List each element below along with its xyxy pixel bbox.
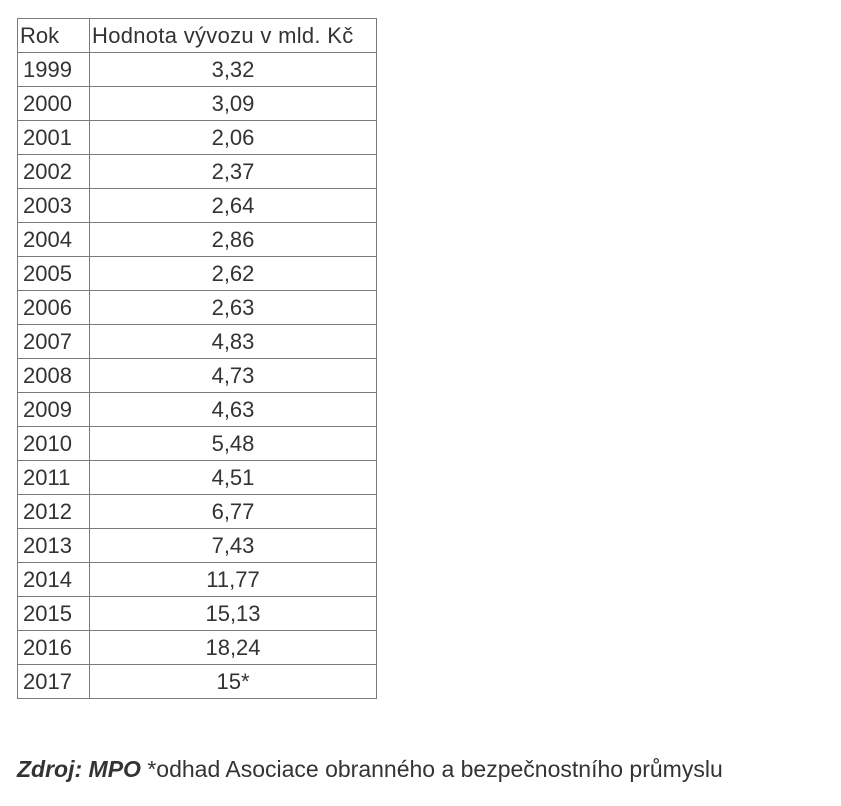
value-cell: 3,09 bbox=[89, 86, 377, 121]
value-cell: 2,86 bbox=[89, 222, 377, 257]
value-cell: 3,32 bbox=[89, 52, 377, 87]
value-cell: 15* bbox=[89, 664, 377, 699]
year-cell: 2014 bbox=[17, 562, 90, 597]
value-cell: 11,77 bbox=[89, 562, 377, 597]
value-cell: 4,73 bbox=[89, 358, 377, 393]
table-row: 2005 2,62 bbox=[17, 256, 377, 291]
year-cell: 2001 bbox=[17, 120, 90, 155]
table-row: 2004 2,86 bbox=[17, 222, 377, 257]
table-row: 2016 18,24 bbox=[17, 630, 377, 665]
table-row: 2001 2,06 bbox=[17, 120, 377, 155]
source-line: Zdroj: MPO *odhad Asociace obranného a b… bbox=[17, 756, 723, 783]
value-cell: 6,77 bbox=[89, 494, 377, 529]
header-row: Rok Hodnota vývozu v mld. Kč bbox=[17, 18, 377, 53]
table-row: 2012 6,77 bbox=[17, 494, 377, 529]
table-row: 2017 15* bbox=[17, 664, 377, 699]
value-cell: 5,48 bbox=[89, 426, 377, 461]
value-cell: 2,63 bbox=[89, 290, 377, 325]
year-cell: 1999 bbox=[17, 52, 90, 87]
year-cell: 2007 bbox=[17, 324, 90, 359]
source-label: Zdroj: MPO bbox=[17, 756, 141, 782]
source-note: *odhad Asociace obranného a bezpečnostní… bbox=[147, 756, 723, 782]
value-cell: 7,43 bbox=[89, 528, 377, 563]
year-cell: 2012 bbox=[17, 494, 90, 529]
value-cell: 18,24 bbox=[89, 630, 377, 665]
table-row: 2010 5,48 bbox=[17, 426, 377, 461]
table-row: 2003 2,64 bbox=[17, 188, 377, 223]
table-row: 2009 4,63 bbox=[17, 392, 377, 427]
value-cell: 4,83 bbox=[89, 324, 377, 359]
year-cell: 2009 bbox=[17, 392, 90, 427]
year-cell: 2004 bbox=[17, 222, 90, 257]
table-header: Rok Hodnota vývozu v mld. Kč bbox=[17, 18, 377, 53]
year-cell: 2011 bbox=[17, 460, 90, 495]
year-cell: 2000 bbox=[17, 86, 90, 121]
year-cell: 2013 bbox=[17, 528, 90, 563]
year-cell: 2015 bbox=[17, 596, 90, 631]
year-cell: 2005 bbox=[17, 256, 90, 291]
table-row: 1999 3,32 bbox=[17, 52, 377, 87]
header-cell: Hodnota vývozu v mld. Kč bbox=[89, 18, 377, 53]
table-row: 2008 4,73 bbox=[17, 358, 377, 393]
table-row: 2002 2,37 bbox=[17, 154, 377, 189]
year-cell: 2002 bbox=[17, 154, 90, 189]
year-cell: 2003 bbox=[17, 188, 90, 223]
value-cell: 15,13 bbox=[89, 596, 377, 631]
value-cell: 2,64 bbox=[89, 188, 377, 223]
table-row: 2007 4,83 bbox=[17, 324, 377, 359]
table-row: 2014 11,77 bbox=[17, 562, 377, 597]
value-cell: 4,51 bbox=[89, 460, 377, 495]
value-cell: 2,62 bbox=[89, 256, 377, 291]
table-body: 1999 3,32 2000 3,09 2001 2,06 2002 2,37 2003 2,64… bbox=[17, 52, 377, 699]
export-table: Rok Hodnota vývozu v mld. Kč 1999 3,32 200… bbox=[17, 18, 377, 699]
table-row: 2006 2,63 bbox=[17, 290, 377, 325]
table-row: 2000 3,09 bbox=[17, 86, 377, 121]
value-cell: 2,37 bbox=[89, 154, 377, 189]
year-cell: 2010 bbox=[17, 426, 90, 461]
year-cell: 2017 bbox=[17, 664, 90, 699]
header-cell: Rok bbox=[17, 18, 90, 53]
table-row: 2013 7,43 bbox=[17, 528, 377, 563]
value-cell: 4,63 bbox=[89, 392, 377, 427]
table-row: 2011 4,51 bbox=[17, 460, 377, 495]
year-cell: 2008 bbox=[17, 358, 90, 393]
table-row: 2015 15,13 bbox=[17, 596, 377, 631]
year-cell: 2006 bbox=[17, 290, 90, 325]
year-cell: 2016 bbox=[17, 630, 90, 665]
value-cell: 2,06 bbox=[89, 120, 377, 155]
